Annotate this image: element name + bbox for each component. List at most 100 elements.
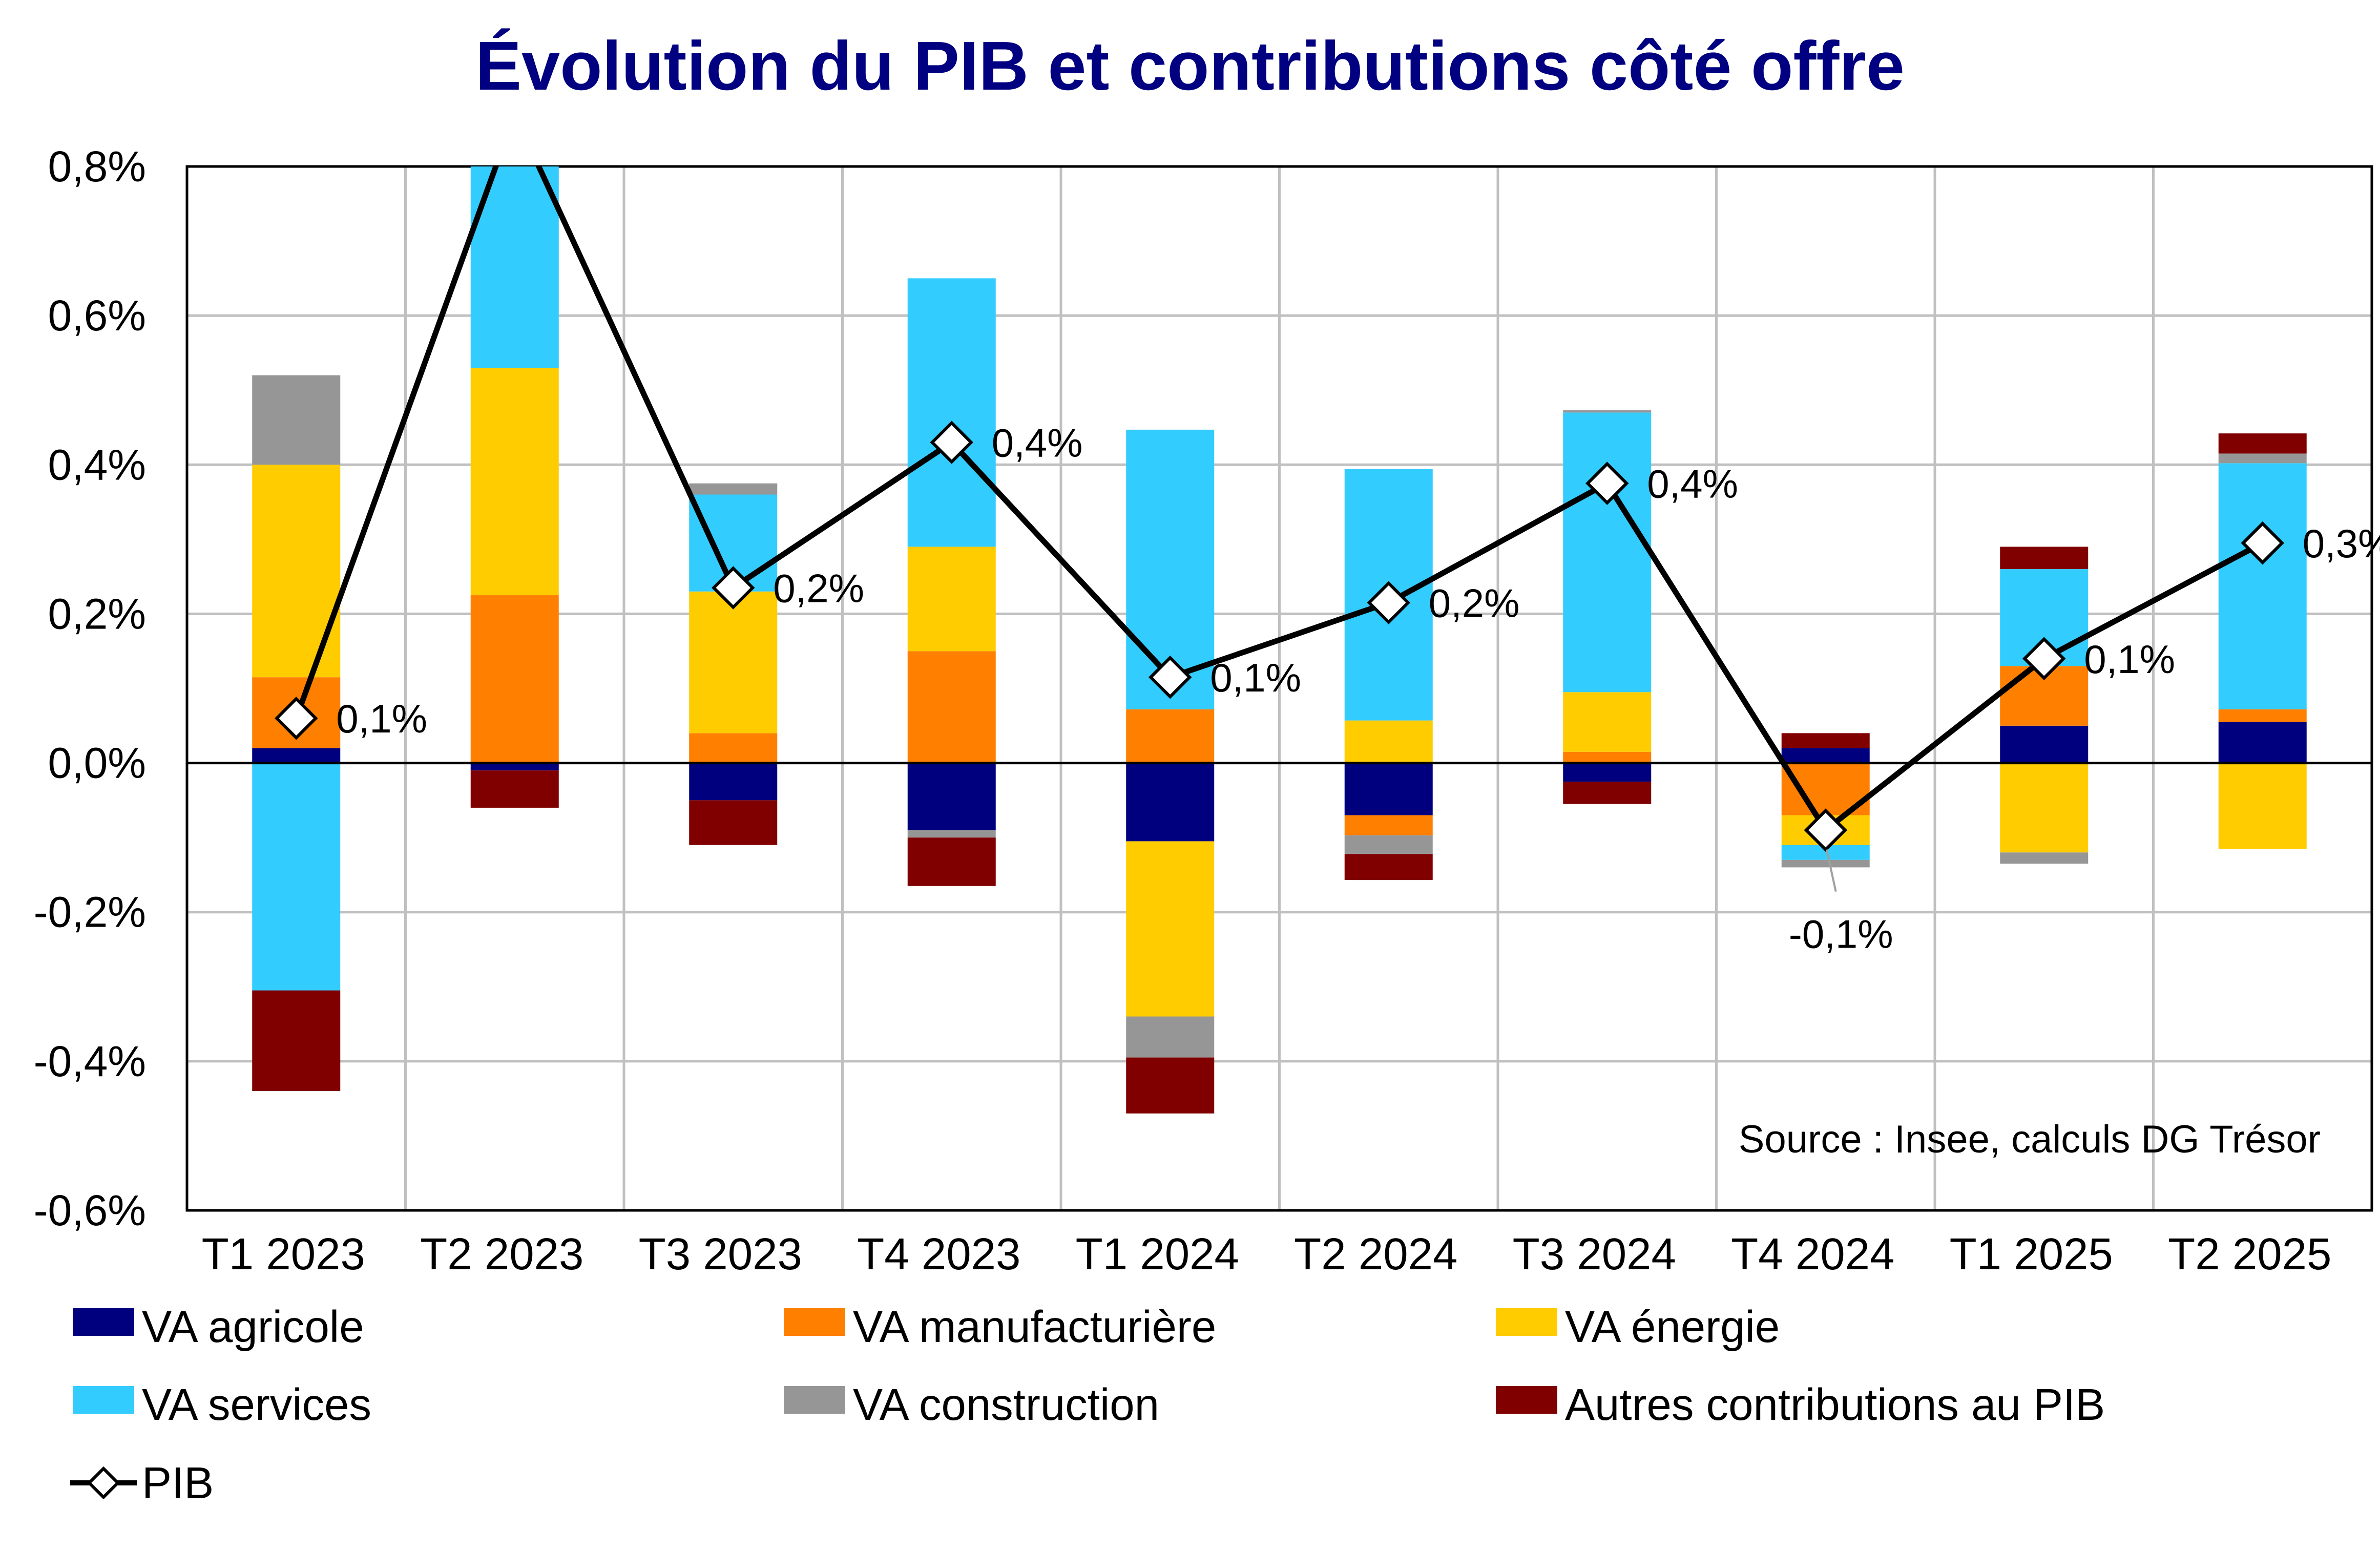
bar-va-services — [907, 278, 996, 547]
legend-swatch-autres-contributions-au-pib — [1496, 1386, 1557, 1414]
pib-data-label: 0,3% — [2303, 521, 2380, 566]
bar-va-construction — [1344, 835, 1433, 854]
pib-marker — [712, 566, 755, 610]
bar-va-agricole — [689, 763, 778, 801]
bar-va-agricole — [2000, 725, 2089, 763]
y-tick-label: -0,4% — [34, 1037, 146, 1085]
y-tick-label: 0,0% — [48, 739, 146, 787]
pib-marker — [1585, 462, 1629, 505]
bar-va-construction — [2000, 852, 2089, 864]
bar-va-energie — [1563, 692, 1652, 752]
legend-swatch-va-agricole — [73, 1308, 134, 1336]
y-tick-label: 0,4% — [48, 441, 146, 489]
bar-autres-contributions-au-pib — [1563, 781, 1652, 804]
source-note: Source : Insee, calculs DG Trésor — [1739, 1118, 2321, 1161]
bar-va-construction — [1781, 860, 1870, 868]
bar-va-agricole — [470, 763, 559, 771]
pib-marker — [1804, 808, 1847, 852]
x-tick-label: T1 2023 — [202, 1229, 365, 1279]
bar-va-agricole — [252, 748, 341, 763]
bar-autres-contributions-au-pib — [1126, 1057, 1215, 1114]
bar-va-energie — [1344, 720, 1433, 763]
legend-label-va-energie: VA énergie — [1565, 1302, 1780, 1352]
bar-autres-contributions-au-pib — [689, 800, 778, 845]
y-tick-label: 0,6% — [48, 291, 146, 340]
bar-va-manufacturiere — [1344, 815, 1433, 835]
bar-autres-contributions-au-pib — [252, 990, 341, 1092]
legend-label-autres-contributions-au-pib: Autres contributions au PIB — [1565, 1380, 2105, 1430]
bar-va-construction — [907, 830, 996, 838]
pib-data-label: 0,4% — [1647, 462, 1738, 507]
bar-va-energie — [689, 591, 778, 733]
bar-va-energie — [2000, 763, 2089, 853]
pib-marker — [275, 696, 318, 740]
bar-va-agricole — [1126, 763, 1215, 842]
legend-marker-pib — [87, 1466, 120, 1500]
legend-label-va-construction: VA construction — [853, 1380, 1159, 1430]
bar-autres-contributions-au-pib — [1781, 733, 1870, 748]
x-tick-label: T4 2024 — [1731, 1229, 1894, 1279]
x-tick-label: T1 2025 — [1950, 1229, 2113, 1279]
bar-va-construction — [1126, 1016, 1215, 1058]
x-tick-label: T3 2023 — [639, 1229, 802, 1279]
pib-data-label: 0,2% — [1429, 581, 1520, 626]
bar-va-services — [470, 166, 559, 368]
bar-va-services — [2218, 463, 2307, 709]
bar-autres-contributions-au-pib — [2218, 433, 2307, 454]
bar-va-manufacturiere — [907, 651, 996, 763]
pib-data-label: 0,1% — [1210, 655, 1301, 700]
pib-data-label: 0,1% — [2084, 637, 2175, 682]
pib-marker — [2241, 521, 2284, 565]
bar-va-manufacturiere — [689, 733, 778, 763]
bar-va-manufacturiere — [2218, 709, 2307, 722]
x-tick-label: T1 2024 — [1076, 1229, 1239, 1279]
bar-autres-contributions-au-pib — [470, 770, 559, 808]
bar-va-agricole — [907, 763, 996, 830]
y-tick-label: 0,8% — [48, 142, 146, 191]
bar-autres-contributions-au-pib — [1344, 854, 1433, 881]
bar-va-energie — [2218, 763, 2307, 849]
legend-label-va-agricole: VA agricole — [142, 1302, 364, 1352]
plot-frame — [185, 165, 2373, 1212]
bar-va-construction — [2218, 453, 2307, 464]
legend-swatch-va-manufacturiere — [784, 1308, 845, 1336]
bar-va-agricole — [1781, 748, 1870, 763]
pib-line — [294, 166, 2264, 833]
legend-swatch-va-energie — [1496, 1308, 1557, 1336]
bar-va-manufacturiere — [470, 595, 559, 763]
bar-va-energie — [252, 465, 341, 678]
y-tick-label: 0,2% — [48, 590, 146, 638]
pib-data-label: 0,1% — [336, 696, 427, 741]
pib-data-label: 0,2% — [773, 565, 864, 611]
x-tick-label: T2 2025 — [2168, 1229, 2331, 1279]
bar-va-energie — [1126, 841, 1215, 1017]
pib-marker — [1367, 581, 1410, 624]
bar-va-agricole — [2218, 722, 2307, 763]
bar-va-services — [252, 763, 341, 991]
legend-swatch-va-services — [73, 1386, 134, 1414]
bar-va-agricole — [1344, 763, 1433, 815]
bar-autres-contributions-au-pib — [907, 837, 996, 886]
x-tick-label: T4 2023 — [857, 1229, 1020, 1279]
bar-va-energie — [470, 368, 559, 596]
legend-label-pib: PIB — [142, 1458, 214, 1508]
x-tick-label: T2 2023 — [420, 1229, 583, 1279]
pib-label-leader — [1825, 849, 1837, 892]
pib-data-label: 0,4% — [992, 421, 1083, 466]
pib-data-label: -0,1% — [1789, 912, 1893, 957]
bar-va-manufacturiere — [1563, 751, 1652, 763]
bar-va-agricole — [1563, 763, 1652, 782]
bar-va-services — [1563, 412, 1652, 693]
pib-marker — [930, 421, 973, 464]
pib-marker — [2022, 637, 2066, 681]
y-tick-label: -0,2% — [34, 888, 146, 936]
bar-va-energie — [907, 547, 996, 652]
x-tick-label: T3 2024 — [1513, 1229, 1676, 1279]
legend-label-va-services: VA services — [142, 1380, 371, 1430]
legend-label-va-manufacturiere: VA manufacturière — [853, 1302, 1216, 1352]
chart-title: Évolution du PIB et contributions côté o… — [475, 27, 1905, 104]
bar-autres-contributions-au-pib — [2000, 547, 2089, 570]
bar-va-construction — [252, 375, 341, 465]
